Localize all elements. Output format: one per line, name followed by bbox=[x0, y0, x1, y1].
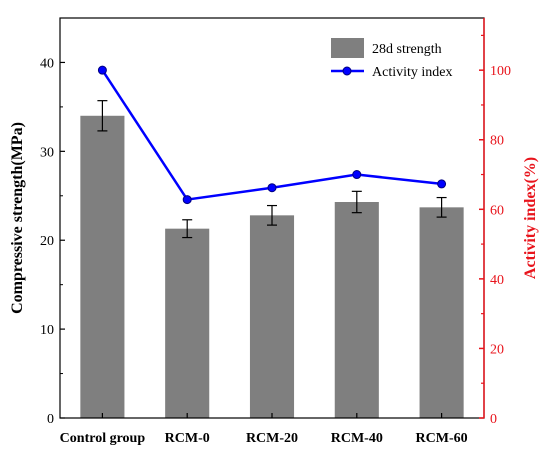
error-bar-group bbox=[97, 100, 447, 239]
x-tick-label: RCM-60 bbox=[416, 431, 468, 446]
x-tick-label: RCM-20 bbox=[246, 431, 298, 446]
bar-series bbox=[80, 115, 464, 419]
legend-line-label: Activity index bbox=[372, 65, 453, 80]
right-axis-title: Activity index(%) bbox=[522, 157, 539, 279]
error-bar-5 bbox=[436, 196, 447, 218]
legend-bar-label: 28d strength bbox=[372, 42, 442, 57]
legend-bar-swatch bbox=[331, 38, 364, 58]
x-axis-ticks: Control group RCM-0 RCM-20 RCM-40 RCM-60 bbox=[60, 413, 468, 446]
line-point-4 bbox=[352, 170, 362, 180]
left-tick-label: 20 bbox=[40, 234, 54, 249]
right-tick-label: 60 bbox=[490, 203, 504, 218]
error-bar-1 bbox=[97, 100, 108, 132]
legend-line-marker bbox=[342, 66, 352, 76]
left-axis-ticks: 0 10 20 30 40 bbox=[40, 56, 65, 427]
right-tick-label: 0 bbox=[490, 412, 497, 427]
right-tick-label: 80 bbox=[490, 134, 504, 149]
line-point-5 bbox=[437, 179, 447, 189]
right-axis-ticks: 0 20 40 60 80 100 bbox=[479, 34, 511, 427]
left-tick-label: 30 bbox=[40, 145, 54, 160]
left-tick-label: 40 bbox=[40, 56, 54, 71]
left-axis-title: Compressive strength(MPa) bbox=[9, 122, 26, 314]
bar-1 bbox=[80, 115, 125, 419]
line-point-3 bbox=[267, 183, 277, 193]
error-bar-4 bbox=[351, 190, 362, 214]
x-tick-label: RCM-0 bbox=[165, 431, 210, 446]
right-tick-label: 40 bbox=[490, 273, 504, 288]
error-bar-3 bbox=[267, 204, 277, 226]
bar-2 bbox=[165, 228, 210, 418]
line-series bbox=[97, 65, 447, 205]
legend: 28d strength Activity index bbox=[331, 38, 453, 80]
x-tick-label: Control group bbox=[60, 431, 146, 446]
bar-5 bbox=[419, 207, 464, 418]
right-tick-label: 20 bbox=[490, 342, 504, 357]
line-point-1 bbox=[97, 65, 107, 75]
bar-3 bbox=[249, 215, 295, 418]
activity-index-line bbox=[101, 69, 442, 201]
left-tick-label: 0 bbox=[47, 412, 54, 427]
x-tick-label: RCM-40 bbox=[331, 431, 383, 446]
bar-4 bbox=[334, 202, 379, 418]
line-point-2 bbox=[182, 195, 192, 205]
left-tick-label: 10 bbox=[40, 323, 54, 338]
error-bar-2 bbox=[182, 219, 193, 239]
right-tick-label: 100 bbox=[490, 64, 511, 79]
